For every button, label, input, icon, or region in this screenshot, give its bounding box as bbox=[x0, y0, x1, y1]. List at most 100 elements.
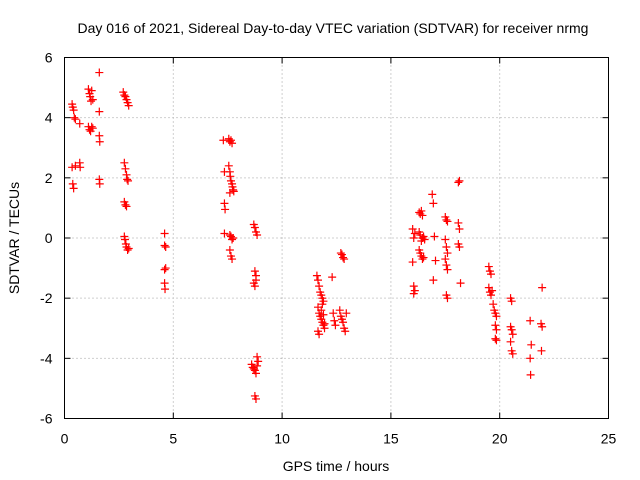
data-point bbox=[228, 235, 237, 244]
data-point bbox=[429, 276, 438, 285]
x-tick-label: 0 bbox=[61, 431, 69, 447]
data-point bbox=[160, 265, 169, 274]
data-point bbox=[229, 234, 238, 242]
data-point bbox=[250, 223, 259, 232]
data-point bbox=[160, 241, 169, 250]
data-point bbox=[315, 330, 324, 339]
data-point bbox=[161, 264, 170, 273]
x-axis-title: GPS time / hours bbox=[283, 458, 390, 474]
data-point bbox=[455, 176, 464, 185]
data-point bbox=[95, 68, 104, 77]
y-tick-label: 0 bbox=[45, 230, 53, 246]
data-point bbox=[251, 369, 260, 378]
data-point bbox=[431, 256, 440, 265]
data-point bbox=[315, 282, 324, 291]
data-point bbox=[491, 321, 500, 330]
x-tick-label: 25 bbox=[601, 431, 617, 447]
y-tick-labels: -6 -4 -2 0 2 4 6 bbox=[40, 50, 53, 427]
data-point bbox=[251, 394, 260, 403]
data-point bbox=[312, 271, 321, 280]
data-point bbox=[417, 206, 426, 215]
y-tick-label: 2 bbox=[45, 170, 53, 186]
x-tick-label: 10 bbox=[274, 431, 290, 447]
data-point bbox=[120, 91, 129, 100]
data-point bbox=[455, 224, 464, 233]
data-point bbox=[228, 139, 237, 148]
x-tick-label: 15 bbox=[383, 431, 399, 447]
data-point bbox=[314, 276, 323, 285]
data-point bbox=[87, 97, 96, 106]
data-point bbox=[251, 276, 260, 285]
data-point bbox=[250, 282, 259, 291]
data-point bbox=[123, 246, 132, 255]
data-point bbox=[492, 336, 501, 345]
data-point bbox=[443, 249, 452, 258]
data-point bbox=[121, 200, 130, 209]
data-point bbox=[328, 273, 337, 282]
data-point bbox=[68, 179, 77, 188]
data-point bbox=[70, 113, 79, 122]
data-point bbox=[120, 158, 129, 167]
data-point bbox=[88, 124, 97, 133]
data-point bbox=[526, 316, 535, 325]
data-point bbox=[69, 184, 78, 193]
data-point bbox=[224, 161, 233, 170]
data-point bbox=[319, 310, 328, 319]
x-tick-label: 5 bbox=[169, 431, 177, 447]
data-point bbox=[442, 261, 451, 270]
data-point bbox=[489, 300, 498, 309]
y-axis-title: SDTVAR / TECUs bbox=[6, 182, 22, 294]
data-point bbox=[220, 199, 229, 208]
data-point bbox=[418, 255, 427, 264]
data-point bbox=[341, 327, 350, 336]
data-point bbox=[488, 286, 497, 295]
data-point bbox=[225, 188, 234, 197]
data-point bbox=[455, 243, 464, 252]
data-point bbox=[491, 334, 500, 343]
data-point bbox=[527, 340, 536, 349]
data-point bbox=[160, 229, 169, 238]
data-point bbox=[537, 346, 546, 355]
data-point bbox=[408, 224, 417, 233]
chart-title: Day 016 of 2021, Sidereal Day-to-day VTE… bbox=[78, 20, 589, 36]
data-point bbox=[75, 119, 84, 128]
data-point bbox=[340, 255, 349, 264]
data-point bbox=[339, 318, 348, 327]
data-point bbox=[492, 325, 501, 334]
data-point bbox=[71, 115, 80, 124]
data-point bbox=[443, 217, 452, 226]
data-point bbox=[71, 161, 80, 170]
data-point bbox=[492, 312, 501, 321]
data-point bbox=[69, 106, 78, 115]
data-point bbox=[317, 306, 326, 315]
data-point bbox=[330, 316, 339, 325]
grid bbox=[64, 57, 609, 419]
data-point bbox=[441, 235, 450, 244]
data-point bbox=[420, 235, 429, 244]
data-point bbox=[87, 122, 96, 131]
data-point bbox=[486, 270, 495, 279]
data-point bbox=[221, 205, 230, 214]
data-point bbox=[121, 164, 130, 173]
data-point bbox=[456, 279, 465, 288]
y-tick-label: 4 bbox=[45, 110, 53, 126]
data-point bbox=[409, 289, 418, 298]
data-point bbox=[486, 291, 495, 300]
data-point bbox=[418, 211, 427, 220]
data-point bbox=[508, 349, 517, 358]
data-point bbox=[410, 229, 419, 238]
data-point bbox=[506, 337, 515, 346]
x-tick-labels: 0 5 10 15 20 25 bbox=[61, 431, 617, 447]
data-point bbox=[320, 319, 329, 328]
data-point bbox=[507, 325, 516, 334]
data-point bbox=[76, 163, 85, 172]
data-point bbox=[220, 229, 229, 238]
data-point bbox=[329, 309, 338, 318]
data-point bbox=[443, 265, 452, 274]
data-point bbox=[526, 370, 535, 379]
data-point bbox=[254, 357, 263, 366]
data-point bbox=[229, 187, 238, 196]
data-point bbox=[95, 137, 104, 146]
data-point bbox=[507, 297, 516, 306]
data-point bbox=[442, 215, 451, 224]
